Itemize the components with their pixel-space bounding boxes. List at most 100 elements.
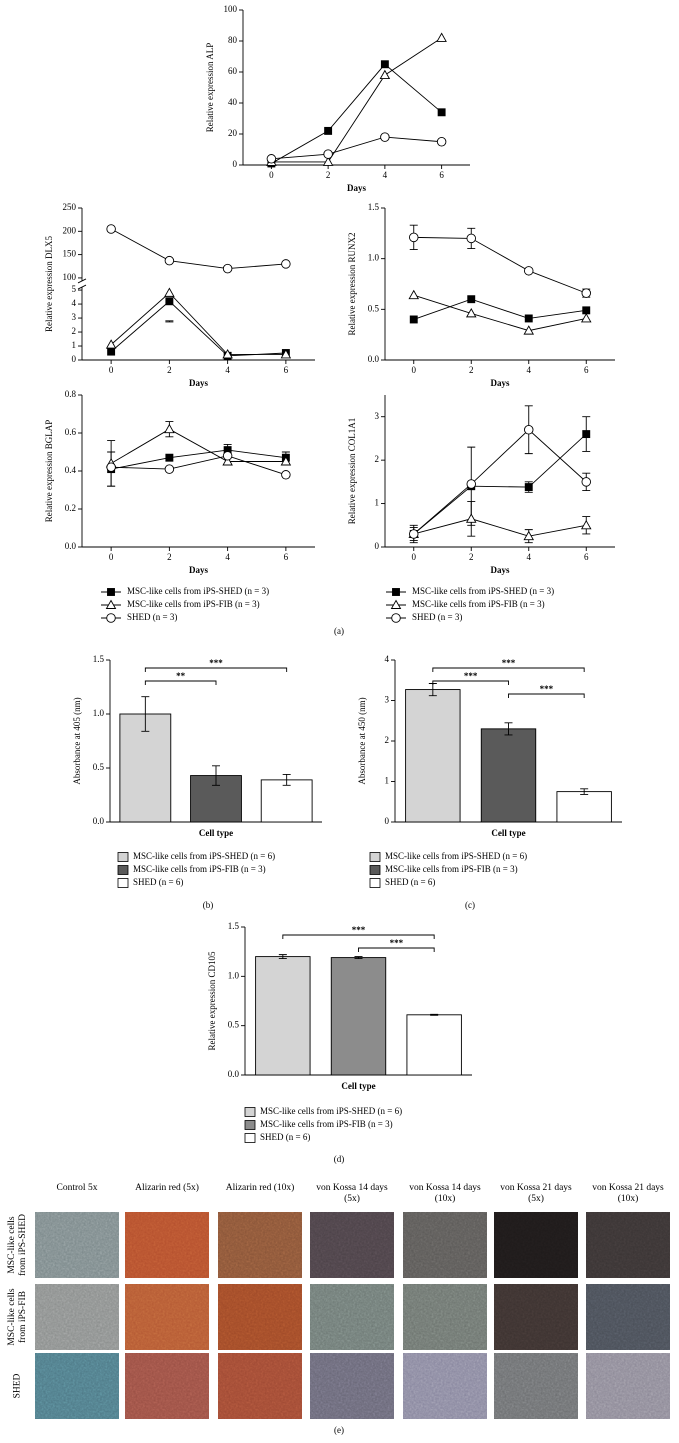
data-point [524,266,534,276]
micrograph-image [218,1353,302,1419]
micrograph-image [310,1353,394,1419]
legend-marker [105,599,117,609]
y-tick-label: 0.5 [228,1020,240,1030]
micrograph [35,1284,119,1350]
legend-marker [390,599,402,609]
x-tick-label: 6 [284,552,289,562]
data-point [222,451,233,461]
y-tick-label: 80 [228,35,238,45]
series-line [271,37,442,163]
y-tick-label: 100 [63,272,77,282]
y-tick-label: 5 [72,284,77,294]
significance-bracket [508,693,585,698]
y-tick-label: 0.2 [65,503,76,513]
legend-swatch [117,865,129,875]
series-line [413,298,587,320]
x-tick-label: 2 [326,170,331,180]
data-point [465,513,477,523]
series-line [413,294,587,332]
y-tick-label: 2 [375,454,380,464]
micrograph-image [494,1353,578,1419]
column-label: von Kossa 21 days (5x) [500,1183,572,1204]
y-tick-label: 0.0 [368,354,380,364]
error-bar [430,1013,439,1016]
data-point [466,479,477,489]
x-tick-label: 6 [584,365,589,375]
micrograph-image [403,1284,487,1350]
data-point [582,430,591,439]
series-line [271,136,442,160]
data-point [379,69,391,80]
data-point [465,307,477,318]
y-tick-label: 0 [72,354,77,364]
legend-label: SHED (n = 6) [260,1132,310,1142]
error-bar [354,956,363,960]
y-tick-label: 60 [228,66,238,76]
significance-bracket [432,680,509,685]
data-point [380,60,389,69]
data-point [580,313,592,323]
series-line [111,455,287,476]
legend-label: MSC-like cells from iPS-SHED (n = 6) [260,1106,402,1116]
legend-marker [106,613,116,623]
y-tick-label: 0.4 [65,465,77,475]
data-point [524,314,533,323]
data-point [409,232,419,243]
data-point [281,259,291,269]
series-line [110,292,286,355]
data-point [164,255,175,266]
column-label: von Kossa 21 days (10x) [592,1183,664,1204]
micrograph [35,1353,119,1419]
data-point [437,108,446,117]
significance-label: *** [464,671,478,681]
panel-label: (c) [465,900,475,910]
micrograph-image [586,1353,670,1419]
x-axis-label: Days [347,183,366,193]
data-point [322,156,334,166]
bar [480,728,537,823]
x-axis-label: Days [189,378,208,388]
x-tick-label: 4 [225,552,230,562]
legend-marker [392,588,400,596]
significance-label: *** [352,925,366,935]
bar [556,791,612,823]
legend-swatch [369,865,381,875]
micrograph [125,1212,209,1278]
error-bar [282,774,291,786]
x-tick-label: 2 [167,365,172,375]
x-tick-label: 2 [167,552,172,562]
y-tick-label: 1.0 [93,708,105,718]
micrograph [586,1353,670,1419]
data-point [581,477,592,487]
series-line [110,228,286,270]
legend-label: MSC-like cells from iPS-FIB (n = 3) [260,1119,393,1129]
micrograph [35,1212,119,1278]
y-axis-label: Relative expression ALP [205,43,215,133]
micrograph [125,1353,209,1419]
legend-marker [391,613,401,623]
error-bar [580,788,589,795]
y-tick-label: 0.8 [65,389,77,399]
micrograph-image [125,1212,209,1278]
data-point [466,233,477,244]
x-tick-label: 0 [109,552,114,562]
x-tick-label: 4 [225,365,230,375]
y-axis-label: Relative expression RUNX2 [347,233,357,336]
error-bar [504,722,513,736]
legend-swatch [369,852,381,862]
column-label: Control 5x [56,1183,98,1193]
legend-label: SHED (n = 3) [127,612,177,622]
series-line [271,63,442,164]
y-tick-label: 0.6 [65,427,77,437]
series-line [111,449,286,470]
bar [405,689,461,823]
data-point [105,339,117,349]
series-line [413,518,587,537]
data-point [524,483,533,492]
micrograph-image [35,1353,119,1419]
y-tick-label: 0.0 [93,816,105,826]
column-label: von Kossa 14 days (5x) [316,1183,388,1204]
data-point [164,423,175,434]
panel-label: (d) [334,1154,345,1164]
